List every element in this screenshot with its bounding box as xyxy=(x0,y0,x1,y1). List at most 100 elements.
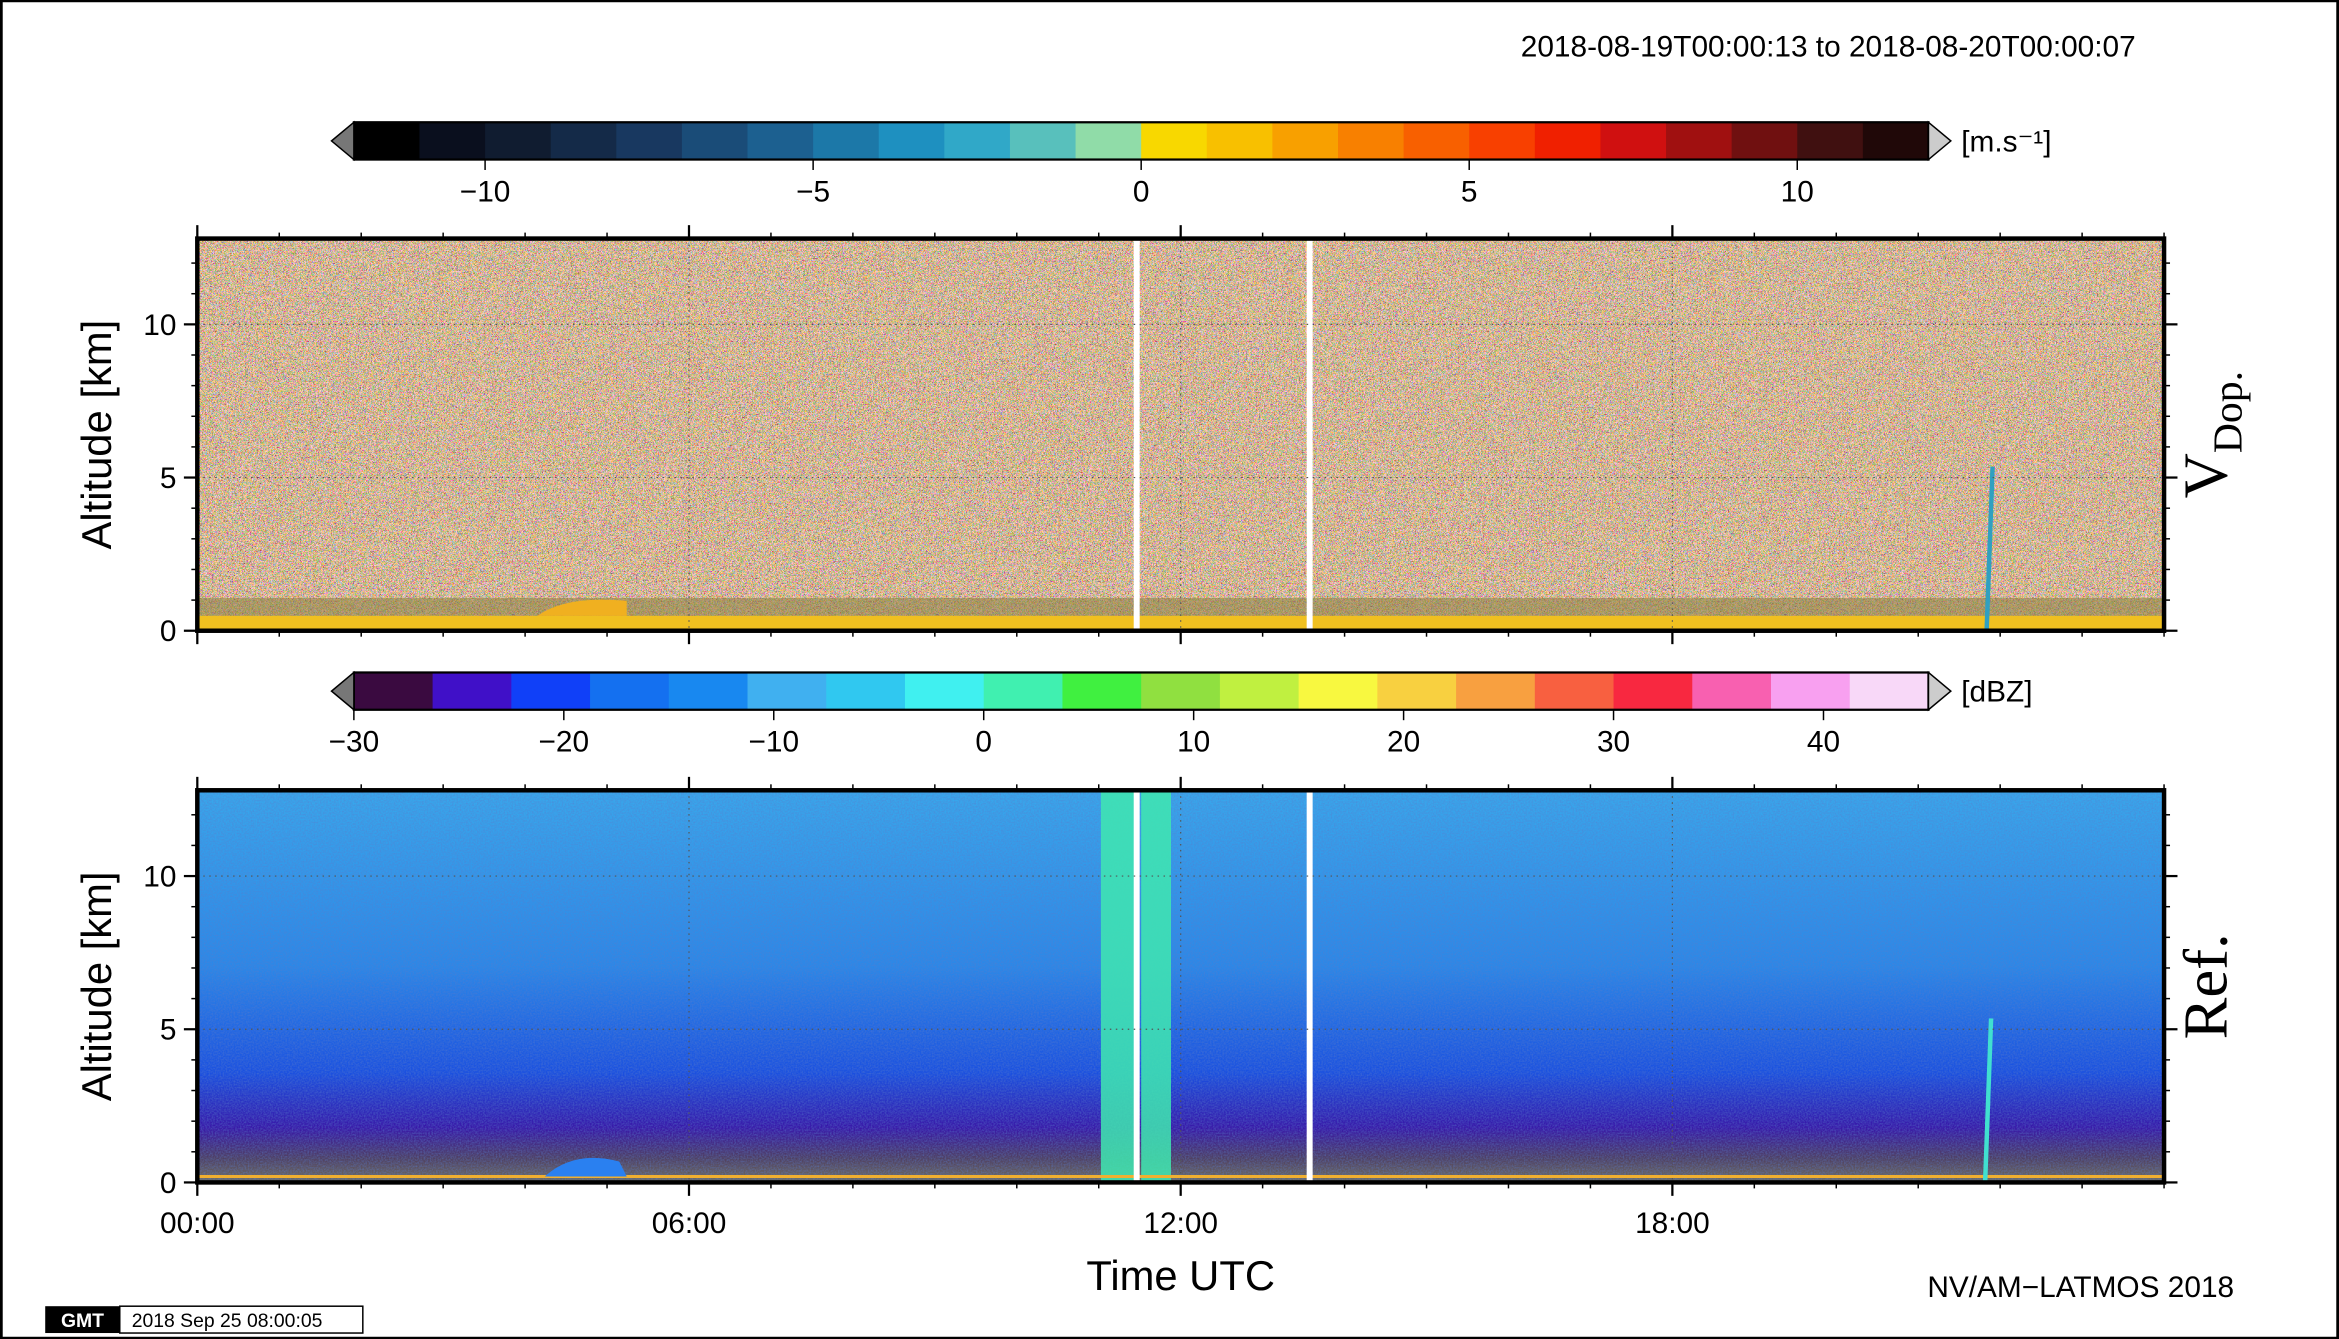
colorbar-swatch xyxy=(1141,122,1208,160)
panel-label: VDop. xyxy=(2171,371,2252,499)
y-axis-label: Altitude [km] xyxy=(73,320,120,550)
doppler-field xyxy=(197,238,2165,631)
colorbar-swatch xyxy=(1862,122,1930,160)
colorbar-swatch xyxy=(511,672,591,710)
panel-frame xyxy=(195,236,2167,633)
colorbar-under xyxy=(330,120,355,162)
echo xyxy=(1982,1018,1994,1183)
colorbar-swatch xyxy=(1534,122,1602,160)
colorbar-over xyxy=(1927,670,1952,712)
colorbar-swatch xyxy=(1692,672,1772,710)
timestamp: 2018 Sep 25 08:00:05 xyxy=(132,1310,323,1332)
colorbar-swatch xyxy=(1062,672,1142,710)
data-gap xyxy=(1306,238,1313,631)
colorbar-tick-label: −5 xyxy=(796,175,830,208)
colorbar-swatch xyxy=(1534,672,1615,710)
colorbar-swatch xyxy=(983,672,1064,710)
colorbar-swatch xyxy=(1469,122,1536,160)
y-tick-label: 0 xyxy=(160,615,177,648)
panel-label: Ref. xyxy=(2171,933,2241,1039)
timestamp-box xyxy=(119,1305,364,1334)
colorbar-swatch xyxy=(681,122,749,160)
colorbar-tick-label: 30 xyxy=(1597,726,1630,759)
colorbar-swatch xyxy=(550,122,618,160)
colorbar-swatch xyxy=(1075,122,1142,160)
colorbar-tick-label: 0 xyxy=(975,726,992,759)
colorbar-swatch xyxy=(1797,122,1864,160)
colorbar-swatch xyxy=(616,122,683,160)
colorbar-swatch xyxy=(419,122,486,160)
panel-label-sub: Dop. xyxy=(2206,371,2252,453)
gmt-logo-box xyxy=(45,1306,120,1334)
colorbar-swatch xyxy=(1377,672,1457,710)
echo xyxy=(1984,466,1995,631)
colorbar-swatch xyxy=(1403,122,1470,160)
colorbar-swatch xyxy=(590,672,670,710)
x-axis-label: Time UTC xyxy=(1086,1252,1275,1299)
colorbar-tick-label: −10 xyxy=(460,175,511,208)
colorbar-swatch xyxy=(1298,672,1379,710)
colorbar-swatch xyxy=(1337,122,1405,160)
echo xyxy=(544,1157,627,1177)
y-tick-label: 10 xyxy=(143,861,176,894)
colorbar-swatch xyxy=(1771,672,1851,710)
colorbar-swatch xyxy=(904,672,985,710)
x-tick-label: 00:00 xyxy=(160,1207,235,1240)
credit: NV/AM−LATMOS 2018 xyxy=(1927,1271,2234,1304)
colorbar-tick-label: 10 xyxy=(1177,726,1210,759)
colorbar-under xyxy=(330,670,355,712)
colorbar-tick-label: 20 xyxy=(1387,726,1420,759)
y-tick-label: 5 xyxy=(160,462,177,495)
colorbar-tick-label: 0 xyxy=(1133,175,1150,208)
stripe xyxy=(1100,790,1137,1183)
colorbar-tick-label: −30 xyxy=(329,726,380,759)
colorbar-tick-label: 40 xyxy=(1807,726,1840,759)
y-tick-label: 5 xyxy=(160,1014,177,1047)
gmt-logo: GMT xyxy=(61,1310,104,1332)
colorbar-swatch xyxy=(747,672,827,710)
y-tick-label: 0 xyxy=(160,1167,177,1200)
colorbar-tick-label: 10 xyxy=(1781,175,1814,208)
reflectivity-noise xyxy=(197,790,2165,1183)
colorbar-unit: [dBZ] xyxy=(1961,676,2032,709)
colorbar-swatch xyxy=(668,672,749,710)
data-gap xyxy=(1133,790,1140,1183)
colorbar-swatch xyxy=(432,672,513,710)
colorbar-swatch xyxy=(878,122,946,160)
colorbar-swatch xyxy=(1666,122,1733,160)
colorbar-swatch xyxy=(747,122,814,160)
colorbar-swatch xyxy=(1456,672,1536,710)
panel-label-main: Ref. xyxy=(2171,933,2241,1039)
time-range: 2018-08-19T00:00:13 to 2018-08-20T00:00:… xyxy=(1521,31,2136,64)
colorbar-swatch xyxy=(1141,672,1221,710)
panel-label-main: V xyxy=(2171,453,2241,498)
y-axis-label: Altitude [km] xyxy=(73,871,120,1101)
colorbar-swatch xyxy=(1731,122,1798,160)
data-gap xyxy=(1133,238,1140,631)
panel-frame xyxy=(195,788,2167,1185)
stripe xyxy=(1141,790,1171,1183)
colorbar-unit: [m.s⁻¹] xyxy=(1961,125,2051,158)
data-gap xyxy=(1306,790,1313,1183)
colorbar-swatch xyxy=(353,672,434,710)
colorbar-swatch xyxy=(1613,672,1694,710)
colorbar-swatch xyxy=(813,122,880,160)
colorbar-tick-label: −10 xyxy=(748,726,799,759)
colorbar-tick-label: −20 xyxy=(539,726,590,759)
colorbar-swatch xyxy=(1600,122,1667,160)
colorbar-swatch xyxy=(485,122,552,160)
x-tick-label: 18:00 xyxy=(1635,1207,1710,1240)
colorbar-swatch xyxy=(1206,122,1274,160)
echo xyxy=(537,599,627,616)
colorbar-swatch xyxy=(944,122,1011,160)
colorbar-tick-label: 5 xyxy=(1461,175,1478,208)
colorbar-swatch xyxy=(1849,672,1930,710)
x-tick-label: 06:00 xyxy=(652,1207,727,1240)
colorbar-over xyxy=(1927,120,1952,162)
y-tick-label: 10 xyxy=(143,309,176,342)
colorbar-swatch xyxy=(826,672,906,710)
colorbar-swatch xyxy=(1272,122,1339,160)
colorbar-swatch xyxy=(1009,122,1077,160)
